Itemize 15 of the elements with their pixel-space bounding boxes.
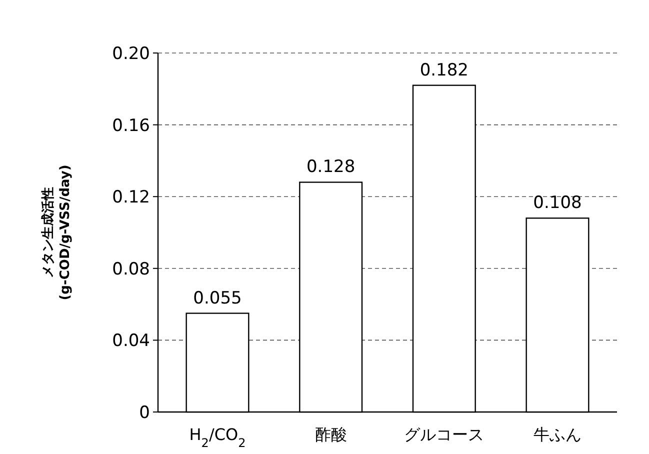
data-label: 0.108	[533, 193, 582, 214]
data-label: 0.128	[306, 157, 356, 178]
y-tick-label: 0.20	[112, 44, 150, 64]
x-tick-label: 牛ふん	[534, 425, 582, 444]
data-label: 0.182	[420, 60, 469, 80]
data-label: 0.055	[193, 288, 242, 308]
y-tick-label: 0.08	[112, 259, 150, 280]
y-tick-label: 0.16	[112, 116, 150, 136]
y-axis-title: メタン生成活性 (g-COD/g-VSS/day)	[41, 164, 74, 300]
y-tick-label: 0.04	[112, 331, 150, 352]
x-tick-label: 酢酸	[314, 425, 347, 444]
x-tick-label: H$_{2}$/CO$_{2}$	[189, 425, 246, 450]
y-tick-label: 0	[139, 402, 150, 423]
x-tick-label: グルコース	[404, 425, 484, 444]
y-tick-label: 0.12	[112, 188, 150, 208]
